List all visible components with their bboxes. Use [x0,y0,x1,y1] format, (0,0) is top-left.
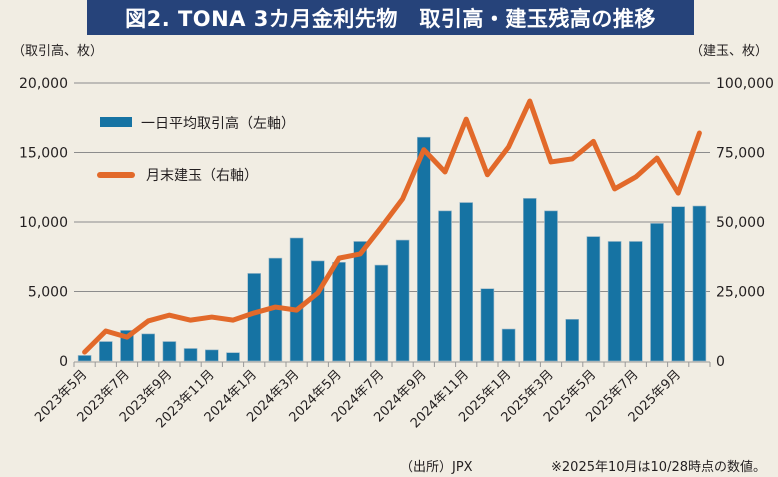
bar [459,202,474,362]
bar [99,341,113,362]
bar [544,210,558,362]
bar [183,348,198,362]
bar [628,241,643,362]
bar [247,273,261,362]
chart-title: 図2. TONA 3カ月金利先物 取引高・建玉残高の推移 [87,0,694,35]
bar [565,318,580,362]
y-right-tick-label: 50,000 [716,215,765,231]
bar [480,288,495,362]
bar [650,223,664,362]
y-left-tick-label: 0 [59,354,68,370]
legend-bar-label: 一日平均取引高（左軸） [141,115,295,132]
bar [205,349,219,362]
bar [141,333,155,362]
bar [416,136,431,362]
bar [226,352,240,362]
y-right-tick-label: 100,000 [716,76,774,92]
bar [692,205,707,362]
footnote: ※2025年10月は10/28時点の数値。 [551,460,766,475]
y-left-tick-label: 20,000 [19,76,68,92]
open-interest-line [82,98,702,355]
right-axis-unit-label: （建玉、枚） [689,44,768,59]
y-left-tick-label: 5,000 [28,285,68,301]
bar [353,241,368,362]
y-left-tick-label: 10,000 [19,215,68,231]
bar [438,210,452,362]
bar [522,198,537,362]
legend-line-label: 月末建玉（右軸） [146,168,258,184]
bar [310,260,325,362]
y-right-tick-label: 0 [716,354,725,370]
y-left-tick-label: 15,000 [19,146,68,162]
y-right-tick-label: 25,000 [716,285,765,301]
bar [374,264,389,362]
source-note: （出所）JPX [400,460,473,475]
bar [332,262,346,362]
bar [162,341,177,362]
legend-bar-swatch [100,117,132,127]
bar [607,241,622,362]
bar [501,328,516,362]
y-right-tick-label: 75,000 [716,146,765,162]
bar [289,237,304,362]
bar [77,355,92,362]
bar [671,206,686,362]
bar [395,239,410,362]
bar [586,236,601,362]
left-axis-unit-label: （取引高、枚） [12,44,104,59]
